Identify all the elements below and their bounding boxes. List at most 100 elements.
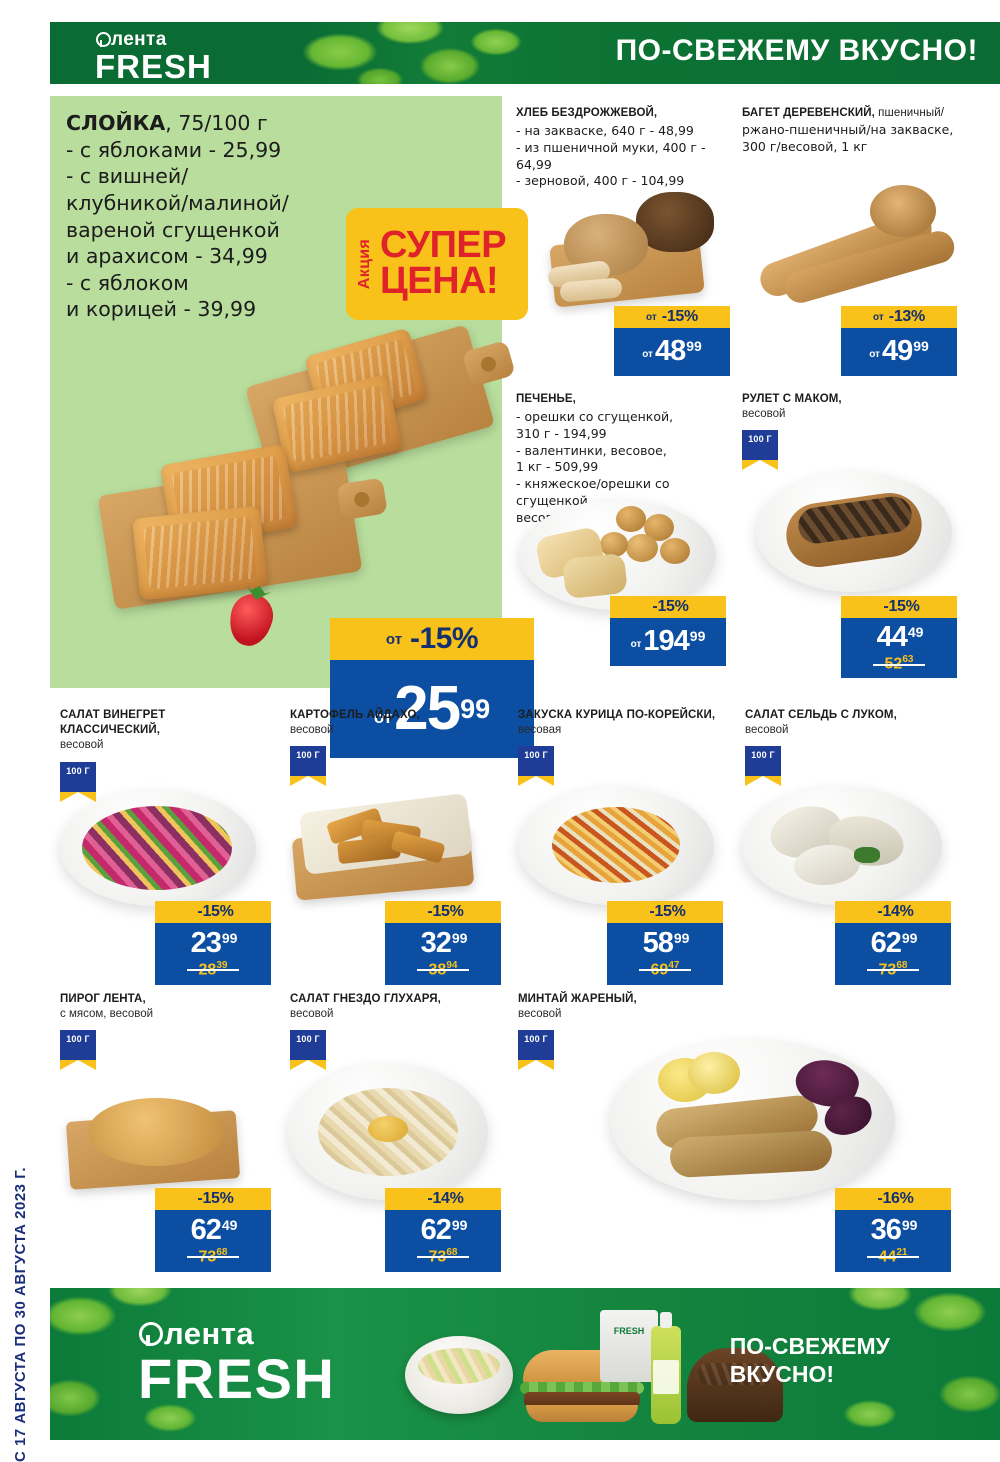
- meat-pie-icon: [88, 1098, 224, 1166]
- price-badge-seld[interactable]: -14% 62 99 7368: [835, 901, 951, 985]
- weight-tag-label: 100 Г: [296, 1034, 320, 1045]
- hero-title-bold: СЛОЙКА: [66, 111, 166, 135]
- price-badge-rulet[interactable]: -15% 44 49 5263: [841, 596, 957, 679]
- price-prefix: от: [630, 639, 642, 650]
- product-desc-line: - зерновой, 400 г - 104,99: [516, 173, 685, 189]
- product-card-salat-seld[interactable]: САЛАТ СЕЛЬДЬ С ЛУКОМ, весовой 100 Г: [745, 708, 955, 787]
- old-price-rubles: 73: [878, 961, 897, 979]
- price-badge-vinegret[interactable]: -15% 23 99 2839: [155, 901, 271, 985]
- hero-product-description: СЛОЙКА, 75/100 г - с яблоками - 25,99 - …: [66, 110, 336, 323]
- old-price-kopecks: 21: [896, 1246, 908, 1258]
- bottom-banner-products: [395, 1304, 785, 1430]
- discount-value: -16%: [877, 1190, 914, 1207]
- price-prefix: от: [869, 349, 880, 360]
- price-badge-gnezdo[interactable]: -14% 62 99 7368: [385, 1188, 501, 1272]
- hero-line-5: вареной сгущенкой: [66, 217, 280, 242]
- old-price-rubles: 28: [198, 961, 217, 979]
- product-desc-line: - на закваске, 640 г - 48,99: [516, 123, 694, 139]
- vinegret-salad-icon: [82, 806, 232, 890]
- drink-bottle-icon: [651, 1312, 681, 1424]
- price-rubles: 194: [643, 625, 689, 657]
- product-desc-line: 310 г - 194,99: [516, 425, 607, 441]
- hero-line-6: и арахисом - 34,99: [66, 244, 268, 269]
- price-rubles: 44: [876, 621, 908, 653]
- price-kopecks: 99: [451, 929, 468, 946]
- lemon-slice-icon: [688, 1052, 740, 1094]
- bottom-slogan-line2: ВКУСНО!: [729, 1361, 835, 1388]
- product-card-khleb-bezdrozhzhevoy[interactable]: ХЛЕБ БЕЗДРОЖЖЕВОЙ, - на закваске, 640 г …: [516, 106, 726, 190]
- weight-tag-label: 100 Г: [748, 434, 772, 445]
- price-rubles: 62: [190, 1213, 222, 1246]
- hero-line-8: и корицей - 39,99: [66, 297, 257, 322]
- badge-super-label: СУПЕР: [380, 224, 507, 267]
- basil-leaf-icon: [810, 1288, 1000, 1440]
- price-badge-pirog[interactable]: -15% 62 49 7368: [155, 1188, 271, 1272]
- old-price: 7368: [185, 1247, 242, 1265]
- weight-tag-label: 100 Г: [66, 765, 90, 776]
- product-photo-kartofel: [288, 785, 493, 910]
- price-kopecks: 49: [907, 624, 924, 640]
- old-price-kopecks: 68: [446, 1246, 458, 1258]
- product-photo-mintay: [610, 1040, 900, 1205]
- hero-line-2: - с яблоками - 25,99: [66, 137, 282, 162]
- price-kopecks: 99: [221, 929, 238, 946]
- product-photo-baget: [748, 175, 963, 320]
- discount-value: -15%: [197, 903, 234, 920]
- discount-value: -15%: [197, 1190, 234, 1207]
- product-subtitle: весовая: [518, 724, 562, 737]
- pastry-icon: [132, 505, 268, 601]
- hero-price-rubles: 25: [394, 674, 461, 743]
- price-kopecks: 99: [673, 929, 690, 946]
- price-badge-mintay[interactable]: -16% 36 99 4421: [835, 1188, 951, 1272]
- product-photo-pirog: [58, 1080, 258, 1200]
- product-desc-line: - валентинки, весовое,: [516, 442, 667, 458]
- product-title: БАГЕТ ДЕРЕВЕНСКИЙ,: [742, 107, 875, 119]
- discount-value: -14%: [427, 1190, 464, 1207]
- weight-tag-100g: 100 Г: [290, 746, 326, 787]
- hero-discount-prefix: от: [385, 630, 403, 648]
- hero-price-kopecks: 99: [460, 693, 491, 724]
- product-title: САЛАТ СЕЛЬДЬ С ЛУКОМ,: [745, 709, 897, 721]
- weight-tag-label: 100 Г: [524, 1034, 548, 1045]
- price-prefix: от: [642, 349, 653, 360]
- price-rubles: 49: [881, 335, 913, 367]
- product-card-zakuska-kuritsa[interactable]: ЗАКУСКА КУРИЦА ПО-КОРЕЙСКИ, весовая 100 …: [518, 708, 728, 787]
- discount-prefix: от: [873, 311, 884, 323]
- price-badge-kartofel[interactable]: -15% 32 99 3894: [385, 901, 501, 985]
- old-price-kopecks: 47: [668, 959, 680, 971]
- discount-value: -14%: [877, 903, 914, 920]
- weight-tag-label: 100 Г: [296, 750, 320, 761]
- weight-tag-100g: 100 Г: [742, 430, 778, 471]
- product-card-rulet-s-makom[interactable]: РУЛЕТ С МАКОМ, весовой 100 Г: [742, 392, 967, 471]
- old-price-rubles: 73: [428, 1248, 447, 1266]
- product-card-pirog-lenta[interactable]: ПИРОГ ЛЕНТА, с мясом, весовой 100 Г: [60, 992, 260, 1071]
- price-badge-baget[interactable]: от -13% от 49 99: [841, 306, 957, 376]
- product-photo-gnezdo: [288, 1058, 493, 1203]
- header-slogan: ПО-СВЕЖЕМУ ВКУСНО!: [615, 34, 978, 67]
- product-subtitle: весовой: [518, 1008, 562, 1021]
- badge-akciya-label: Акция: [356, 238, 373, 290]
- basil-leaf-icon: [50, 1288, 240, 1440]
- product-title: ХЛЕБ БЕЗДРОЖЖЕВОЙ,: [516, 107, 658, 119]
- salad-bowl-icon: [405, 1336, 513, 1414]
- weight-tag-label: 100 Г: [66, 1034, 90, 1045]
- price-kopecks: 99: [901, 1216, 918, 1233]
- price-badge-kuritsa[interactable]: -15% 58 99 6947: [607, 901, 723, 985]
- product-title-line2: КЛАССИЧЕСКИЙ,: [60, 724, 161, 737]
- discount-value: -13%: [888, 308, 925, 325]
- product-card-salat-vinegret[interactable]: САЛАТ ВИНЕГРЕТ КЛАССИЧЕСКИЙ, весовой 100…: [60, 708, 260, 802]
- price-kopecks: 99: [913, 338, 929, 354]
- product-desc-line: ржано-пшеничный/на закваске,: [742, 122, 954, 138]
- product-card-baget-derevenskiy[interactable]: БАГЕТ ДЕРЕВЕНСКИЙ, пшеничный/ ржано-пшен…: [742, 106, 967, 156]
- old-price-kopecks: 39: [216, 959, 228, 971]
- price-badge-khleb[interactable]: от -15% от 48 99: [614, 306, 730, 376]
- price-badge-pechenye[interactable]: -15% от 194 99: [610, 596, 726, 666]
- product-card-salat-gnezdo[interactable]: САЛАТ ГНЕЗДО ГЛУХАРЯ, весовой 100 Г: [290, 992, 490, 1071]
- hero-price-prefix: от: [373, 708, 393, 727]
- product-card-kartofel-aydaho[interactable]: КАРТОФЕЛЬ АЙДАХО, весовой 100 Г: [290, 708, 490, 787]
- product-photo-rulet: [756, 468, 956, 598]
- product-card-mintay[interactable]: МИНТАЙ ЖАРЕНЫЙ, весовой 100 Г: [518, 992, 728, 1071]
- discount-value: -15%: [427, 903, 464, 920]
- bottom-slogan-line1: ПО-СВЕЖЕМУ: [729, 1333, 890, 1359]
- basil-leaf-icon: [300, 22, 530, 84]
